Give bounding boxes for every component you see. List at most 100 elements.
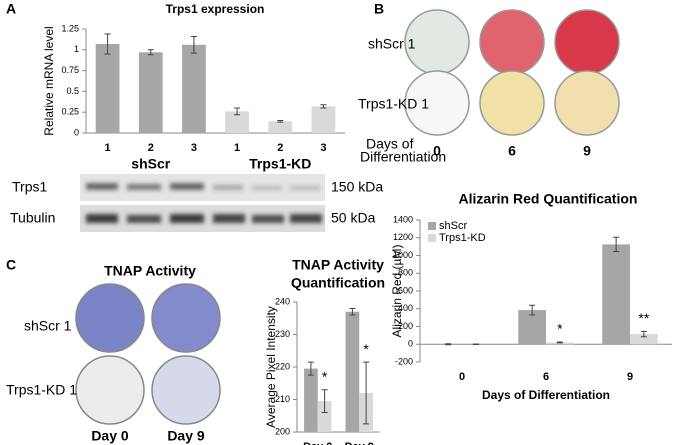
y-tick-label: 600	[398, 285, 413, 295]
bar	[182, 44, 206, 133]
x-tick-label: 3	[191, 142, 197, 154]
error-bar	[320, 104, 327, 109]
row-label: shScr 1	[368, 36, 416, 52]
error-bar	[190, 35, 197, 54]
panel-title: TNAP Activity	[104, 263, 196, 279]
legend-label: Trps1-KD	[439, 232, 486, 244]
y-tick-label: 400	[398, 303, 413, 313]
error-bar	[613, 236, 620, 253]
error-bar	[321, 389, 328, 413]
bar	[518, 310, 546, 345]
y-axis-label: Alizarin Red (µM)	[390, 245, 404, 338]
group-label: shScr	[131, 156, 170, 172]
y-tick-label: 0	[408, 339, 413, 349]
error-bar	[234, 107, 241, 116]
blot-label: Trps1	[12, 179, 47, 195]
bar	[311, 106, 336, 133]
y-tick-label: 800	[398, 268, 413, 278]
y-tick-label: -200	[395, 356, 413, 366]
bar	[602, 244, 630, 345]
day-label: Day 0	[91, 428, 129, 444]
y-tick-label: 240	[275, 296, 290, 306]
error-bar	[349, 308, 356, 316]
y-tick-label: 230	[275, 329, 290, 339]
error-bar	[307, 361, 314, 376]
x-tick-label: 9	[627, 371, 633, 383]
row-label: Trps1-KD 1	[358, 96, 429, 112]
panel-letter: B	[374, 1, 384, 17]
error-bar	[472, 343, 479, 346]
y-axis-label: Relative mRNA level	[42, 26, 56, 135]
chart-title: TNAP Activity	[292, 257, 384, 273]
significance: *	[322, 368, 328, 384]
chart-title: Trps1 expression	[166, 2, 265, 16]
panel-letter: A	[6, 1, 16, 17]
bar	[317, 401, 332, 432]
y-tick-label: 210	[275, 394, 290, 404]
x-tick-label: Day 0	[303, 441, 332, 445]
bar	[95, 43, 120, 134]
y-tick-label: 1200	[393, 232, 413, 242]
tnap-plates	[75, 283, 221, 425]
significance: *	[557, 321, 563, 337]
x-axis-label: Days of Differentiation	[482, 388, 610, 402]
blot-label: Tubulin	[10, 210, 55, 226]
error-bar	[147, 49, 154, 56]
group-label: Trps1-KD	[249, 156, 311, 172]
blot-size: 150 kDa	[331, 179, 383, 195]
western-blot	[80, 174, 325, 232]
blot-size: 50 kDa	[331, 210, 376, 226]
row-label: shScr 1	[24, 318, 72, 334]
bar	[345, 311, 360, 432]
x-tick-label: 2	[277, 142, 283, 154]
y-tick-label: 1400	[393, 214, 413, 224]
error-bar	[445, 343, 452, 346]
y-tick-label: 220	[275, 361, 290, 371]
significance: *	[363, 341, 369, 357]
x-tick-label: Day 9	[345, 441, 374, 445]
y-tick-label: 0.75	[61, 65, 79, 75]
bar	[225, 111, 249, 133]
bar	[268, 121, 293, 133]
error-bar	[363, 361, 370, 425]
row-label: Trps1-KD 1	[6, 382, 77, 398]
bar	[630, 334, 658, 345]
error-bar	[529, 304, 536, 316]
x-tick-label: 6	[543, 371, 549, 383]
y-tick-label: 200	[398, 321, 413, 331]
error-bar	[104, 33, 111, 55]
significance: **	[638, 310, 649, 326]
legend-swatch	[428, 222, 436, 230]
x-tick-label: 3	[320, 142, 326, 154]
bar	[138, 52, 163, 133]
day-label: 6	[508, 143, 516, 159]
error-bar	[556, 341, 563, 344]
y-tick-label: 1000	[393, 250, 413, 260]
y-tick-label: 0.25	[61, 107, 79, 117]
legend-label: shScr	[439, 220, 467, 232]
x-tick-label: 2	[148, 142, 154, 154]
alizarin-plates	[404, 9, 620, 136]
y-tick-label: 1	[74, 44, 79, 54]
chart-title: Quantification	[291, 275, 385, 291]
y-axis-label: Average Pixel Intensity	[264, 306, 278, 428]
bar	[304, 368, 318, 432]
chart-title: Alizarin Red Quantification	[459, 191, 638, 207]
legend-swatch	[428, 234, 436, 242]
axis-label: Differentiation	[360, 149, 446, 165]
panel-letter: C	[6, 257, 16, 273]
x-tick-label: 0	[459, 371, 465, 383]
day-label: 0	[433, 143, 441, 159]
x-tick-label: 1	[234, 142, 240, 154]
error-bar	[277, 120, 284, 123]
y-tick-label: 200	[275, 426, 290, 436]
error-bar	[640, 330, 647, 338]
axis-label: Days of	[366, 136, 414, 152]
y-tick-label: 0	[74, 127, 79, 137]
y-tick-label: 1.25	[61, 23, 79, 33]
day-label: 9	[583, 143, 591, 159]
x-tick-label: 1	[105, 142, 111, 154]
day-label: Day 9	[167, 428, 205, 444]
